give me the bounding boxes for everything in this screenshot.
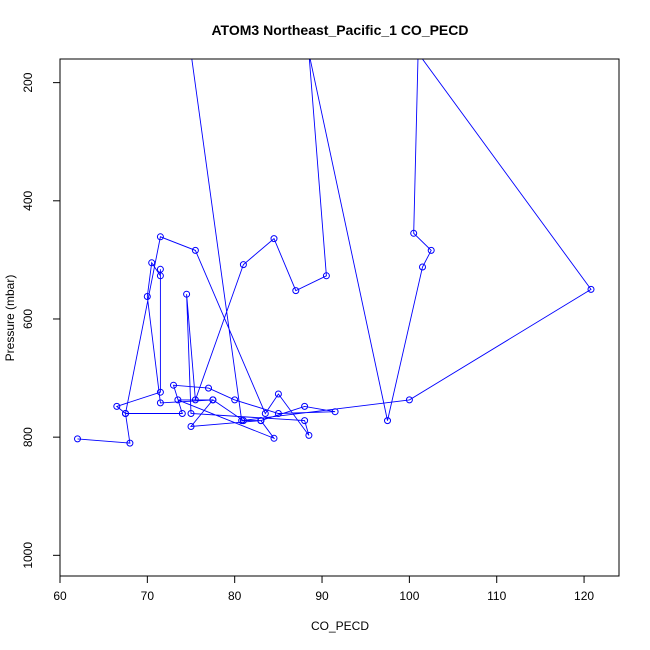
y-tick-label: 1000 xyxy=(21,542,35,569)
data-point xyxy=(331,408,339,416)
y-tick-label: 200 xyxy=(21,72,35,92)
data-point xyxy=(261,410,269,417)
data-point xyxy=(178,410,186,417)
data-point xyxy=(143,293,151,300)
x-axis: 60 70 80 90 100 110 120 xyxy=(53,575,594,603)
plot-area xyxy=(59,58,620,577)
data-point xyxy=(270,434,278,442)
data-point xyxy=(183,290,191,298)
data-point xyxy=(305,431,313,439)
y-tick-label: 600 xyxy=(21,309,35,329)
x-tick-label: 120 xyxy=(574,589,594,603)
chart-title: ATOM3 Northeast_Pacific_1 CO_PECD xyxy=(211,22,468,38)
data-point xyxy=(292,287,300,295)
data-point xyxy=(301,402,309,410)
data-point xyxy=(301,417,309,425)
y-tick-label: 400 xyxy=(21,190,35,210)
x-tick-label: 60 xyxy=(53,589,67,603)
data-point xyxy=(113,402,121,410)
data-point xyxy=(419,263,426,271)
y-axis: 200 400 600 800 1000 xyxy=(21,72,61,569)
data-point xyxy=(170,381,177,389)
data-point xyxy=(274,410,282,417)
data-point xyxy=(231,396,239,404)
data-point xyxy=(156,233,164,241)
data-point xyxy=(187,410,195,417)
data-point xyxy=(122,410,129,417)
data-point xyxy=(384,417,391,425)
data-point xyxy=(191,396,199,404)
data-point xyxy=(156,399,164,407)
data-point xyxy=(257,417,265,425)
data-point xyxy=(239,261,247,269)
data-point xyxy=(174,396,182,404)
data-point xyxy=(156,265,164,273)
x-tick-label: 90 xyxy=(315,589,329,603)
series-marker-group xyxy=(74,229,595,447)
data-point xyxy=(205,384,212,392)
x-axis-label: CO_PECD xyxy=(311,619,369,633)
data-point xyxy=(587,285,595,293)
x-tick-label: 110 xyxy=(487,589,506,603)
data-point xyxy=(191,246,199,254)
data-point xyxy=(427,246,435,254)
series-line-group xyxy=(77,59,592,444)
plot-frame xyxy=(59,58,620,577)
data-point xyxy=(274,390,282,398)
data-point xyxy=(126,439,134,447)
data-point xyxy=(148,259,156,267)
series-line xyxy=(77,59,592,444)
y-axis-label: Pressure (mbar) xyxy=(3,275,17,362)
data-point xyxy=(238,417,246,425)
data-point xyxy=(405,396,413,404)
x-tick-label: 70 xyxy=(141,589,155,603)
data-point xyxy=(410,229,418,237)
data-point xyxy=(270,235,278,243)
x-tick-label: 100 xyxy=(399,589,419,603)
data-point xyxy=(322,272,330,280)
data-point xyxy=(187,423,195,430)
data-point xyxy=(209,396,217,404)
data-point xyxy=(156,388,164,396)
y-tick-label: 800 xyxy=(21,427,35,447)
data-point xyxy=(74,435,81,443)
x-tick-label: 80 xyxy=(228,589,242,603)
